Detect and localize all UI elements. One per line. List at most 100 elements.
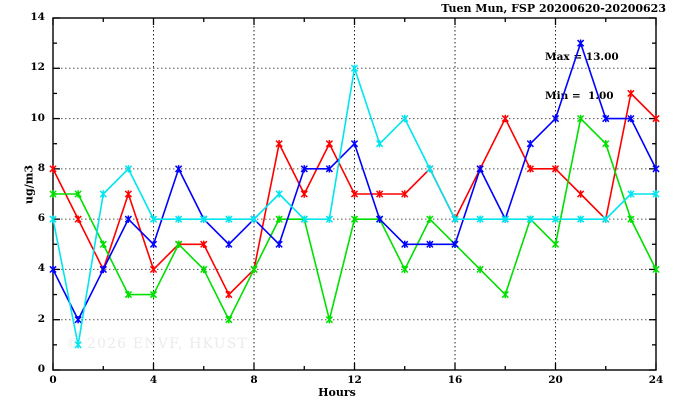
data-point-marker	[576, 190, 585, 198]
x-tick-label: 4	[149, 374, 158, 386]
y-tick-label: 0	[37, 363, 45, 375]
data-point-marker	[174, 165, 183, 173]
data-point-marker	[275, 215, 283, 223]
data-point-marker	[602, 114, 610, 123]
x-tick-label: 0	[49, 374, 57, 386]
data-point-marker	[350, 190, 359, 198]
data-point-marker	[325, 165, 334, 173]
data-point-marker	[200, 215, 208, 223]
data-point-marker	[551, 114, 560, 123]
data-point-marker	[451, 215, 459, 223]
data-point-marker	[627, 215, 635, 223]
data-point-marker	[551, 215, 560, 223]
data-point-marker	[149, 290, 158, 299]
series-markers-series-cyan	[49, 64, 660, 349]
data-point-marker	[501, 114, 509, 123]
data-point-marker	[627, 114, 635, 123]
data-point-marker	[426, 240, 434, 248]
data-point-marker	[250, 215, 258, 223]
data-point-marker	[149, 215, 158, 223]
data-point-marker	[300, 215, 308, 223]
data-point-marker	[149, 265, 158, 274]
data-point-marker	[576, 215, 585, 223]
legend-max-label: Max = 13.00	[545, 51, 619, 63]
data-point-marker	[225, 240, 233, 248]
data-point-marker	[124, 165, 133, 173]
data-point-marker	[124, 190, 133, 198]
y-tick-label: 4	[37, 262, 45, 275]
data-point-marker	[174, 215, 183, 223]
x-tick-label: 12	[347, 374, 362, 386]
data-point-marker	[99, 190, 107, 198]
x-tick-label: 24	[648, 374, 664, 386]
data-point-marker	[526, 165, 535, 173]
data-point-marker	[401, 240, 409, 248]
data-point-marker	[275, 240, 283, 248]
data-point-marker	[476, 265, 484, 274]
data-point-marker	[225, 290, 233, 299]
data-point-marker	[74, 215, 82, 223]
x-axis-label: Hours	[318, 386, 356, 399]
data-point-marker	[602, 140, 610, 148]
data-point-marker	[149, 240, 158, 248]
data-point-marker	[350, 215, 359, 223]
data-point-marker	[74, 341, 82, 349]
x-tick-label: 8	[250, 374, 258, 386]
data-point-marker	[275, 140, 283, 148]
data-point-marker	[602, 215, 610, 223]
data-point-marker	[551, 165, 560, 173]
data-point-marker	[49, 165, 57, 173]
data-point-marker	[401, 114, 409, 123]
data-point-marker	[225, 215, 233, 223]
data-point-marker	[325, 316, 334, 324]
y-tick-label: 12	[30, 61, 45, 74]
data-point-marker	[225, 316, 233, 324]
data-point-marker	[99, 240, 107, 248]
y-tick-label: 10	[30, 111, 45, 124]
data-point-marker	[576, 39, 585, 47]
data-point-marker	[652, 265, 660, 274]
data-point-marker	[526, 140, 535, 148]
data-point-marker	[501, 290, 509, 299]
data-point-marker	[200, 265, 208, 274]
x-tick-label: 20	[548, 374, 563, 386]
data-point-marker	[576, 114, 585, 123]
data-point-marker	[375, 140, 384, 148]
data-point-marker	[325, 140, 334, 148]
data-point-marker	[401, 265, 409, 274]
data-point-marker	[275, 190, 283, 198]
y-tick-label: 8	[37, 161, 45, 174]
data-point-marker	[426, 165, 434, 173]
data-point-marker	[74, 316, 82, 324]
legend-box: Max = 13.00 Min = 1.00	[545, 25, 619, 129]
data-point-marker	[350, 64, 359, 72]
data-point-marker	[49, 265, 57, 274]
data-point-marker	[652, 114, 660, 123]
chart-title: Tuen Mun, FSP 20200620-20200623	[441, 2, 666, 15]
data-point-marker	[124, 215, 133, 223]
y-tick-label: 2	[37, 312, 45, 325]
data-point-marker	[174, 240, 183, 248]
data-point-marker	[627, 190, 635, 198]
data-point-marker	[476, 215, 484, 223]
data-point-marker	[49, 215, 57, 223]
y-tick-label: 14	[30, 11, 45, 23]
data-point-marker	[501, 215, 509, 223]
x-tick-label: 16	[447, 374, 463, 386]
data-point-marker	[300, 190, 308, 198]
data-point-marker	[652, 190, 660, 198]
data-point-marker	[325, 215, 334, 223]
data-point-marker	[99, 265, 107, 274]
data-point-marker	[526, 215, 535, 223]
data-point-marker	[451, 240, 459, 248]
data-point-marker	[200, 240, 208, 248]
data-point-marker	[250, 265, 258, 274]
data-point-marker	[551, 240, 560, 248]
data-point-marker	[476, 165, 484, 173]
data-point-marker	[300, 165, 308, 173]
data-point-marker	[426, 215, 434, 223]
data-point-marker	[375, 215, 384, 223]
data-point-marker	[350, 140, 359, 148]
